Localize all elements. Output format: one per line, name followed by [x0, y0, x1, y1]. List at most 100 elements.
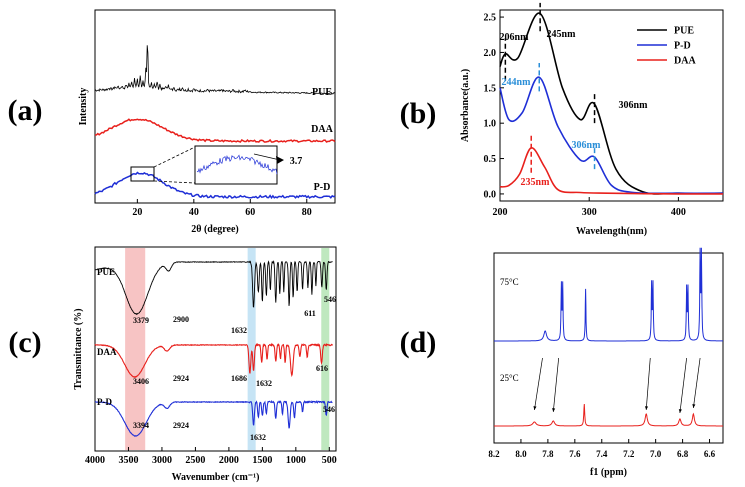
annotation-235nm: 235nm: [521, 177, 551, 188]
series-label-daa: DAA: [311, 124, 333, 135]
x-tick-label-d: 7.6: [569, 449, 581, 459]
shift-arrow: [693, 357, 701, 409]
y-axis-label-c: Transmittance (%): [73, 308, 84, 389]
shift-arrow-head: [678, 409, 682, 413]
annotation-306nm-black: 306nm: [619, 100, 649, 111]
series-label-daa-ftir: DAA: [97, 347, 117, 357]
x-tick-label-a: 60: [245, 207, 255, 218]
shift-arrow-head: [692, 404, 696, 408]
zoom-connector: [153, 180, 196, 184]
x-tick-label-d: 8.2: [488, 449, 500, 459]
x-tick-label-c: 2000: [219, 455, 239, 466]
x-tick-label-d: 7.4: [596, 449, 608, 459]
series-label-pd: P-D: [314, 182, 331, 193]
series-line-pue-ftir: [95, 260, 333, 316]
panel-c: (c) 4000 3500 3000 2500 2000 1500 1000 500 Wavenu…: [8, 246, 337, 483]
y-tick-label-b: 0.0: [484, 189, 497, 200]
series-line-25c: [494, 403, 723, 427]
annotation-306nm-blue: 306nm: [572, 140, 602, 151]
x-tick-label-c: 1000: [286, 455, 306, 466]
annotation-206nm: 206nm: [500, 32, 530, 43]
peak-label: 3406: [133, 377, 149, 386]
panel-letter-a: (a): [8, 94, 43, 127]
plot-frame-b: [499, 9, 724, 202]
x-tick-label-c: 500: [322, 455, 337, 466]
x-tick-label-c: 4000: [85, 455, 105, 466]
plot-frame-a: [94, 9, 336, 204]
x-tick-label-c: 2500: [185, 455, 205, 466]
x-tick-label-d: 8.0: [515, 449, 527, 459]
peak-label: 1686: [231, 374, 247, 383]
y-tick-label-b: 2.0: [484, 48, 497, 59]
legend-label-0: PUE: [674, 26, 694, 37]
shift-arrow-head: [552, 408, 556, 412]
y-tick-label-b: 1.5: [484, 83, 497, 94]
legend-label-2: DAA: [674, 56, 696, 67]
shift-arrow: [534, 357, 543, 411]
x-axis-label-d: f1 (ppm): [590, 467, 627, 478]
shift-arrow: [679, 357, 687, 414]
x-tick-label-a: 40: [189, 207, 199, 218]
series-label-pue: PUE: [312, 87, 332, 98]
series-line-daa-ftir: [94, 342, 333, 378]
legend-label-1: P-D: [674, 41, 691, 52]
x-tick-label-c: 1500: [252, 455, 272, 466]
x-tick-label-d: 6.6: [704, 449, 716, 459]
peak-label: 3379: [133, 316, 149, 325]
peak-label: 2900: [173, 315, 189, 324]
series-line-daa-uv: [499, 147, 724, 195]
panel-letter-b: (b): [400, 97, 437, 130]
x-tick-label-b: 200: [493, 207, 508, 218]
series-label-pd-ftir: P-D: [97, 397, 112, 407]
y-tick-label-b: 2.5: [484, 13, 497, 24]
annotation-244nm: 244nm: [502, 77, 532, 88]
series-line-pd-xrd: [94, 171, 336, 200]
shift-arrow: [552, 357, 560, 413]
series-label-25c: 25°C: [500, 373, 519, 383]
panel-d: (d) 8.2 8.0 7.8 7.6 7.4 7.2 7.0 6.8 6.6 f1 (ppm) 75…: [400, 247, 724, 478]
plot-frame-d: [493, 252, 724, 444]
shift-arrow-head: [533, 406, 537, 410]
x-tick-label-c: 3000: [152, 455, 172, 466]
peak-label: 3394: [133, 421, 149, 430]
zoom-connector: [153, 146, 196, 168]
y-axis-label-b: Absorbance(a.u.): [460, 69, 471, 142]
x-axis-label-c: Wavenumber (cm⁻¹): [172, 472, 260, 483]
x-tick-label-c: 3500: [118, 455, 138, 466]
inset-box: [194, 145, 278, 185]
x-axis-label-b: Wavelength(nm): [576, 226, 647, 237]
peak-label: 1632: [231, 326, 247, 335]
inset-line: [196, 154, 278, 175]
peak-label: 616: [316, 364, 328, 373]
peak-label: 2924: [173, 374, 189, 383]
peak-label: 546: [324, 295, 336, 304]
series-line-pd-ftir: [94, 399, 333, 437]
panel-b: (b) 200 300 400 0.0 0.5 1.0 1.5 2.0 2.5 Wavelength…: [400, 2, 724, 237]
annotation-3-7: 3.7: [290, 156, 303, 167]
peak-label: 1632: [250, 433, 266, 442]
series-line-pue-xrd: [94, 45, 336, 95]
zoom-box: [130, 166, 155, 182]
series-label-pue-ftir: PUE: [97, 267, 115, 277]
series-label-75c: 75°C: [500, 277, 519, 287]
panel-letter-d: (d): [400, 326, 437, 359]
x-tick-label-b: 300: [582, 207, 597, 218]
x-tick-label-a: 20: [132, 207, 142, 218]
series-line-pd-uv: [499, 76, 724, 195]
highlight-band-2: [321, 248, 330, 450]
y-axis-label-a: Intensity: [78, 88, 89, 126]
panel-letter-c: (c): [8, 326, 41, 359]
peak-label: 611: [304, 309, 316, 318]
peak-label: 1632: [256, 379, 272, 388]
x-tick-label-d: 7.0: [650, 449, 662, 459]
x-tick-label-b: 400: [671, 207, 686, 218]
panel-a: (a) 20 40 60 80 2θ (degree) Intensity PUE DAA P-D…: [8, 9, 336, 235]
plot-frame-c: [94, 246, 337, 452]
series-line-daa-xrd: [94, 118, 336, 143]
x-tick-label-d: 7.2: [623, 449, 635, 459]
x-tick-label-d: 7.8: [542, 449, 554, 459]
series-line-75c: [494, 247, 723, 342]
peak-label: 2924: [173, 421, 189, 430]
x-tick-label-a: 80: [302, 207, 312, 218]
